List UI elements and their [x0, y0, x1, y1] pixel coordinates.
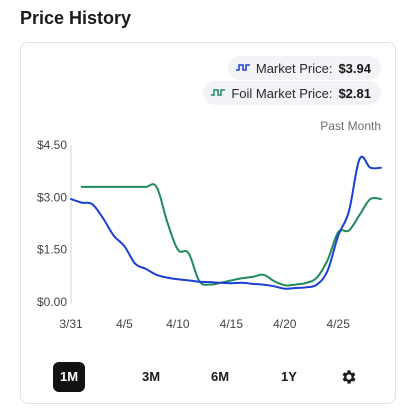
legend-market-value: $3.94 — [338, 60, 371, 76]
legend-foil-value: $2.81 — [338, 85, 371, 101]
y-tick-label: $1.50 — [37, 243, 67, 257]
price-chart: $0.00 $1.50 $3.00 $4.50 3/31 4/5 4/10 4/15 4/20 4… — [37, 138, 382, 331]
y-tick-label: $4.50 — [37, 138, 67, 152]
x-tick-label: 4/5 — [116, 317, 133, 331]
legend-foil-market-price: Foil Market Price: $2.81 — [203, 81, 381, 105]
range-3m-button[interactable]: 3M — [141, 369, 161, 384]
legend-market-price: Market Price: $3.94 — [227, 56, 381, 80]
foil-market-price-series-line — [80, 183, 382, 287]
x-tick-label: 4/25 — [327, 317, 351, 331]
gear-icon[interactable] — [340, 368, 358, 386]
range-1y-button[interactable]: 1Y — [281, 369, 297, 384]
market-line-icon — [235, 64, 250, 71]
y-tick-label: $0.00 — [37, 295, 67, 309]
x-tick-label: 3/31 — [59, 317, 83, 331]
price-history-card: Market Price: $3.94 Foil Market Price: $… — [20, 42, 396, 404]
range-1m-button[interactable]: 1M — [53, 362, 85, 392]
x-tick-label: 4/15 — [220, 317, 244, 331]
x-tick-label: 4/10 — [166, 317, 190, 331]
period-label: Past Month — [320, 119, 381, 133]
range-6m-button[interactable]: 6M — [210, 369, 230, 384]
legend-foil-label: Foil Market Price: — [231, 85, 333, 101]
foil-line-icon — [211, 89, 226, 96]
market-price-series-line — [70, 155, 382, 290]
range-selector: 1M 3M 6M 1Y — [51, 362, 391, 392]
page-title: Price History — [20, 8, 132, 28]
legend-market-label: Market Price: — [255, 60, 333, 76]
y-tick-label: $3.00 — [37, 190, 67, 204]
x-tick-label: 4/20 — [273, 317, 297, 331]
